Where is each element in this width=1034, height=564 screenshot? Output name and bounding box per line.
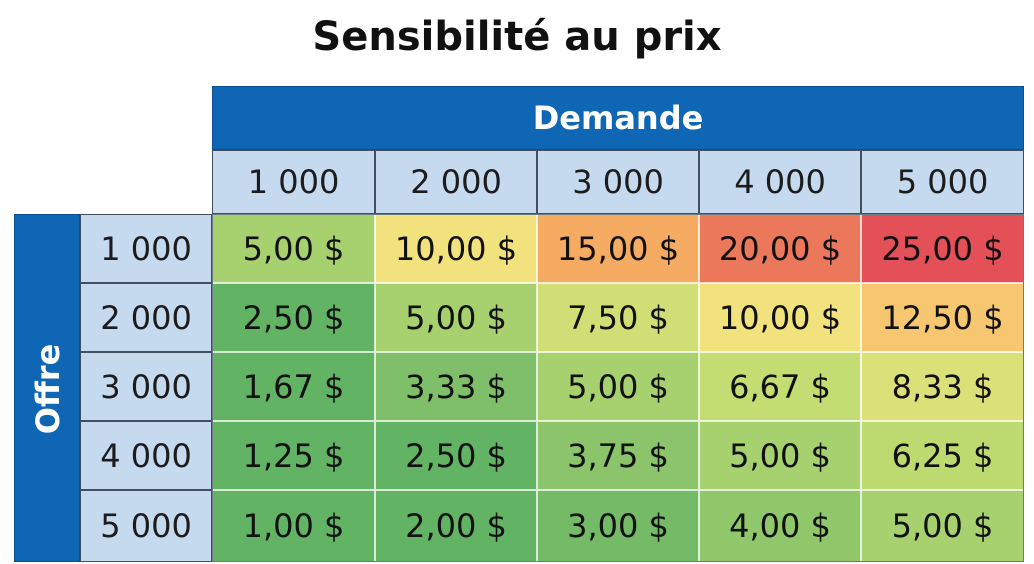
heatmap-cell: 6,25 $ — [861, 421, 1024, 490]
demand-tick-label: 3 000 — [537, 150, 699, 214]
supply-tick-label: 3 000 — [80, 352, 212, 421]
heatmap-cell: 1,00 $ — [212, 490, 375, 562]
heatmap-cell: 12,50 $ — [861, 283, 1024, 352]
heatmap-cell: 3,33 $ — [375, 352, 537, 421]
heatmap-cell: 7,50 $ — [537, 283, 699, 352]
heatmap-cell: 25,00 $ — [861, 214, 1024, 283]
heatmap-cell: 3,75 $ — [537, 421, 699, 490]
demand-tick-label: 5 000 — [861, 150, 1024, 214]
supply-tick-label: 5 000 — [80, 490, 212, 562]
heatmap-cell: 15,00 $ — [537, 214, 699, 283]
supply-tick-label: 4 000 — [80, 421, 212, 490]
heatmap-cell: 2,50 $ — [375, 421, 537, 490]
supply-tick-label: 2 000 — [80, 283, 212, 352]
heatmap-cell: 10,00 $ — [699, 283, 861, 352]
demand-tick-label: 2 000 — [375, 150, 537, 214]
heatmap-cell: 1,25 $ — [212, 421, 375, 490]
heatmap-cell: 1,67 $ — [212, 352, 375, 421]
supply-header-band: Offre — [14, 214, 80, 562]
heatmap-cell: 5,00 $ — [699, 421, 861, 490]
demand-tick-label: 1 000 — [212, 150, 375, 214]
heatmap-cell: 6,67 $ — [699, 352, 861, 421]
demand-header: Demande — [212, 86, 1024, 150]
page-title: Sensibilité au prix — [312, 14, 722, 60]
heatmap-cell: 3,00 $ — [537, 490, 699, 562]
heatmap-cell: 4,00 $ — [699, 490, 861, 562]
heatmap-cell: 5,00 $ — [212, 214, 375, 283]
heatmap-cell: 5,00 $ — [537, 352, 699, 421]
heatmap-cell: 5,00 $ — [861, 490, 1024, 562]
heatmap-cell: 5,00 $ — [375, 283, 537, 352]
demand-tick-label: 4 000 — [699, 150, 861, 214]
supply-header: Offre — [29, 343, 67, 435]
supply-tick-label: 1 000 — [80, 214, 212, 283]
heatmap-cell: 2,50 $ — [212, 283, 375, 352]
heatmap-cell: 2,00 $ — [375, 490, 537, 562]
heatmap-cell: 10,00 $ — [375, 214, 537, 283]
heatmap-cell: 8,33 $ — [861, 352, 1024, 421]
heatmap-cell: 20,00 $ — [699, 214, 861, 283]
